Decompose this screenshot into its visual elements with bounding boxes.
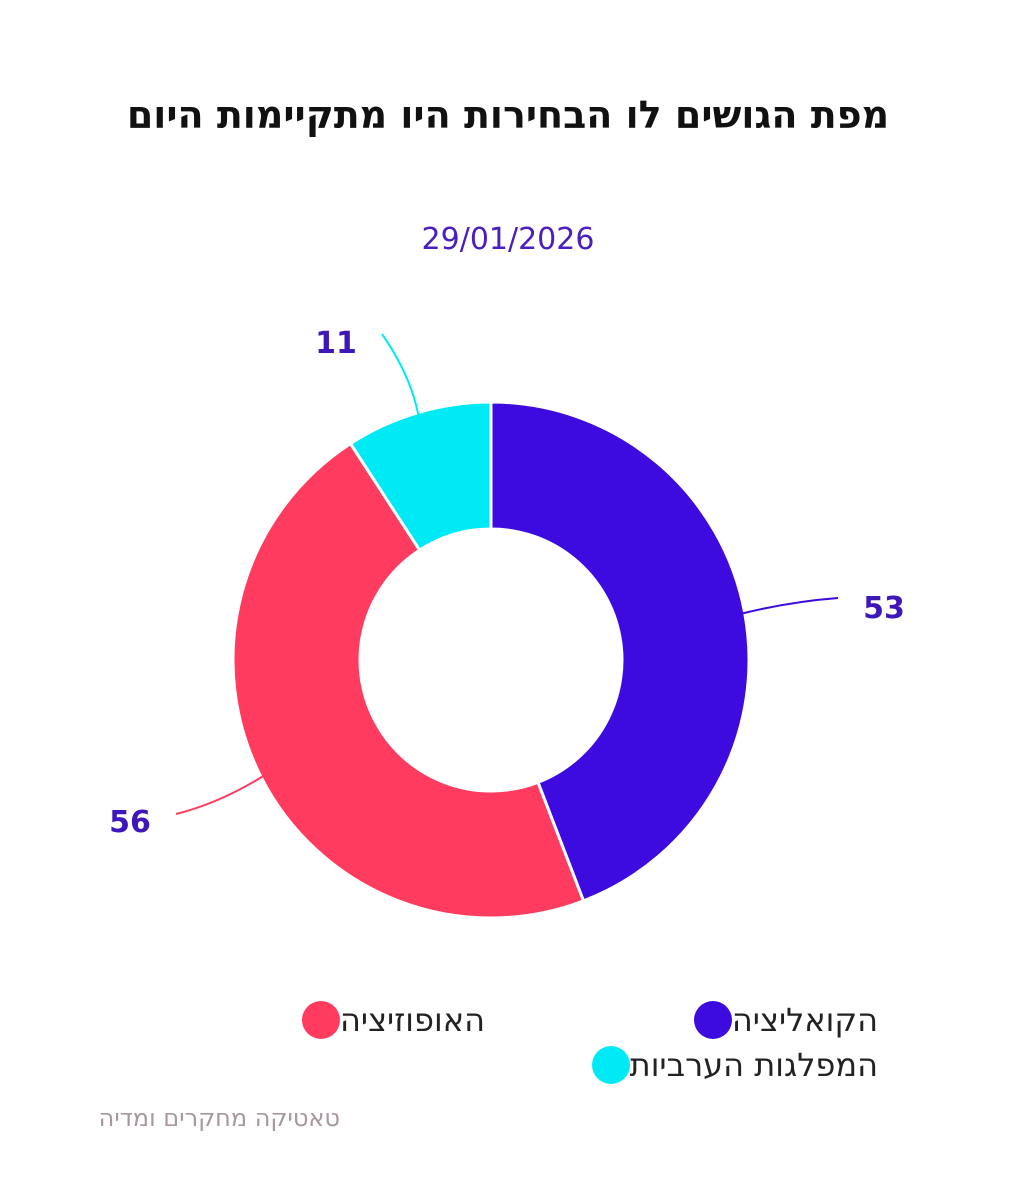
- value-label-coalition: 53: [863, 591, 905, 626]
- source-credit: טאטיקה מחקרים ומדיה: [98, 1104, 340, 1132]
- legend-item-coalition: הקואליציה: [678, 1001, 878, 1039]
- legend-label-arab-parties: המפלגות הערביות: [629, 1046, 878, 1084]
- leader-line-arab-parties: [381, 333, 420, 415]
- value-label-opposition: 56: [109, 805, 151, 840]
- slice-opposition: [231, 441, 586, 920]
- slice-coalition: [489, 400, 751, 903]
- legend-item-opposition: האופוזיציה: [286, 1001, 485, 1039]
- legend-swatch-coalition: [693, 1001, 732, 1039]
- chart-title: מפת הגושים לו הבחירות היו מתקיימות היום: [126, 93, 890, 137]
- legend-label-coalition: הקואליציה: [731, 1001, 878, 1039]
- legend-label-opposition: האופוזיציה: [340, 1001, 485, 1039]
- leader-line-opposition: [175, 775, 264, 815]
- legend-swatch-opposition: [302, 1001, 340, 1039]
- slice-arab-parties: [348, 400, 493, 553]
- value-label-arab-parties: 11: [315, 326, 357, 361]
- chart-date: 29/01/2026: [421, 222, 595, 257]
- legend-item-arab-parties: המפלגות הערביות: [576, 1046, 878, 1084]
- legend-swatch-arab-parties: [591, 1046, 630, 1084]
- leader-line-coalition: [742, 597, 839, 615]
